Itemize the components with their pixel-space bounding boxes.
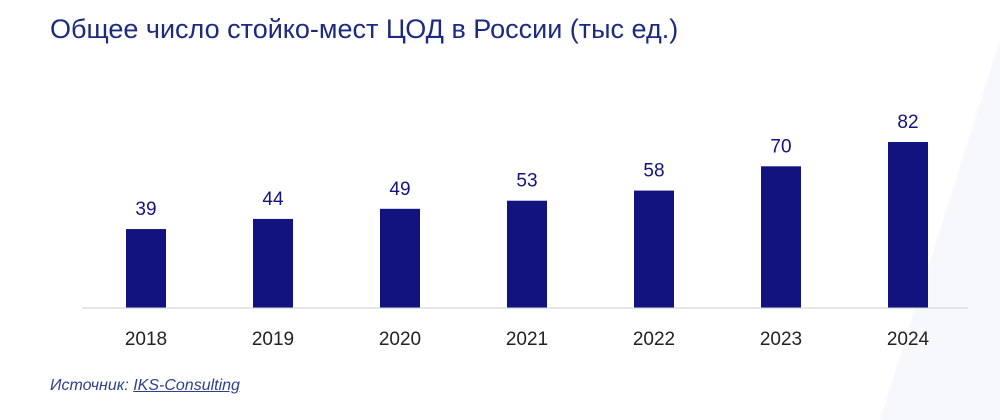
data-label-2019: 44 xyxy=(262,189,284,210)
bar-2019 xyxy=(253,218,293,308)
bar-2024 xyxy=(888,142,928,308)
bar-2020 xyxy=(380,208,420,308)
x-tick-label-2021: 2021 xyxy=(506,329,548,350)
x-tick-label-2023: 2023 xyxy=(760,329,802,350)
bar-2018 xyxy=(126,229,166,308)
data-label-2024: 82 xyxy=(897,112,918,133)
x-tick-label-2018: 2018 xyxy=(125,329,167,350)
data-label-2022: 58 xyxy=(643,161,664,182)
x-tick-label-2022: 2022 xyxy=(633,329,675,350)
data-label-2023: 70 xyxy=(770,136,791,157)
source-label: Источник: xyxy=(50,377,129,394)
data-label-2020: 49 xyxy=(389,179,410,200)
bar-2022 xyxy=(634,190,674,308)
x-tick-label-2020: 2020 xyxy=(379,329,421,350)
data-label-2018: 39 xyxy=(135,199,156,220)
source-note: Источник: IKS-Consulting xyxy=(50,377,240,395)
bar-2021 xyxy=(507,200,547,308)
data-label-2021: 53 xyxy=(516,171,537,192)
chart-title: Общее число стойко-мест ЦОД в России (ты… xyxy=(50,14,679,44)
source-link[interactable]: IKS-Consulting xyxy=(133,377,240,394)
x-tick-label-2019: 2019 xyxy=(252,329,294,350)
x-tick-label-2024: 2024 xyxy=(887,329,930,350)
bar-2023 xyxy=(761,166,801,308)
